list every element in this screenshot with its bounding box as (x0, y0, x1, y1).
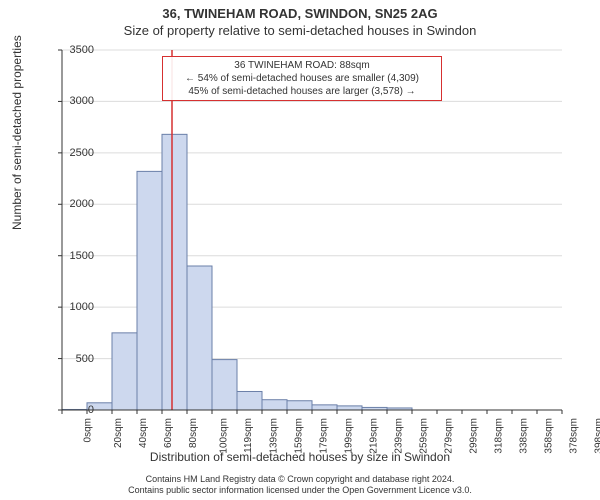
x-tick-label: 100sqm (219, 418, 230, 454)
chart-title-line1: 36, TWINEHAM ROAD, SWINDON, SN25 2AG (0, 0, 600, 21)
x-tick-label: 119sqm (243, 418, 254, 453)
x-tick-label: 80sqm (188, 418, 199, 448)
y-tick-label: 0 (54, 404, 94, 416)
x-tick-label: 338sqm (519, 418, 530, 454)
footer-line2: Contains public sector information licen… (0, 485, 600, 496)
x-tick-label: 318sqm (494, 418, 505, 454)
y-tick-label: 1000 (54, 301, 94, 313)
x-tick-label: 398sqm (594, 418, 600, 454)
x-tick-label: 279sqm (444, 418, 455, 454)
x-tick-label: 239sqm (394, 418, 405, 454)
chart-container: 36, TWINEHAM ROAD, SWINDON, SN25 2AG Siz… (0, 0, 600, 500)
annotation-line2: ← 54% of semi-detached houses are smalle… (167, 72, 437, 85)
y-tick-label: 2500 (54, 147, 94, 159)
x-tick-label: 139sqm (269, 418, 280, 454)
y-axis-label: Number of semi-detached properties (10, 35, 24, 230)
chart-plot-area: 36 TWINEHAM ROAD: 88sqm ← 54% of semi-de… (62, 50, 562, 410)
y-tick-label: 2000 (54, 198, 94, 210)
x-tick-label: 259sqm (419, 418, 430, 454)
x-tick-label: 219sqm (369, 418, 380, 454)
histogram-svg (62, 50, 562, 410)
y-tick-label: 500 (54, 353, 94, 365)
y-tick-label: 1500 (54, 250, 94, 262)
x-tick-label: 159sqm (294, 418, 305, 454)
x-tick-label: 40sqm (138, 418, 149, 448)
x-axis-label: Distribution of semi-detached houses by … (0, 450, 600, 464)
y-tick-label: 3500 (54, 44, 94, 56)
x-tick-label: 199sqm (344, 418, 355, 454)
x-tick-label: 358sqm (544, 418, 555, 454)
y-tick-label: 3000 (54, 95, 94, 107)
chart-title-line2: Size of property relative to semi-detach… (0, 23, 600, 38)
x-tick-label: 60sqm (163, 418, 174, 448)
annotation-box: 36 TWINEHAM ROAD: 88sqm ← 54% of semi-de… (162, 56, 442, 101)
footer-line1: Contains HM Land Registry data © Crown c… (0, 474, 600, 485)
annotation-line3: 45% of semi-detached houses are larger (… (167, 85, 437, 98)
x-tick-label: 299sqm (469, 418, 480, 454)
x-tick-label: 378sqm (569, 418, 580, 454)
x-tick-label: 179sqm (319, 418, 330, 454)
x-tick-label: 0sqm (82, 418, 93, 442)
x-tick-label: 20sqm (113, 418, 124, 448)
footer-attribution: Contains HM Land Registry data © Crown c… (0, 474, 600, 496)
annotation-line1: 36 TWINEHAM ROAD: 88sqm (167, 59, 437, 72)
